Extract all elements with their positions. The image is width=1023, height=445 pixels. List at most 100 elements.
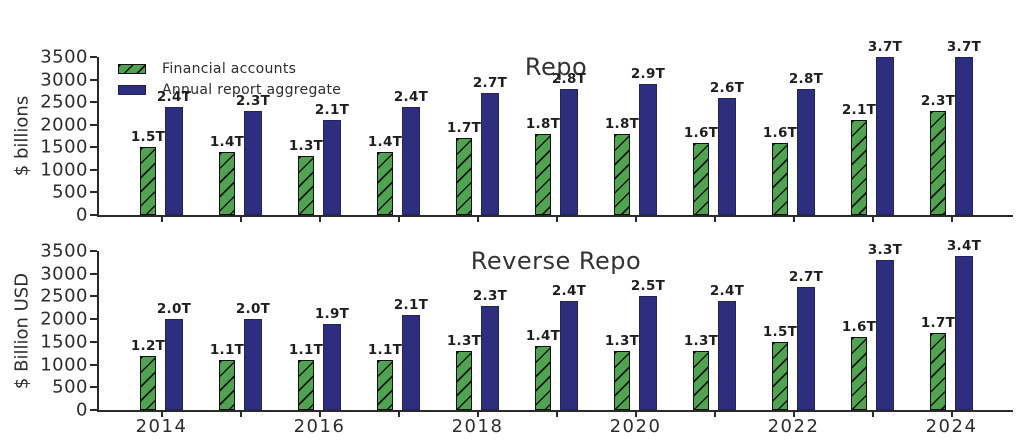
bar-value-label: 1.4T bbox=[209, 133, 245, 150]
y-tick-label: 2500 bbox=[40, 285, 88, 307]
bar-group-2024: 1.7T 3.4T 2024 bbox=[921, 238, 981, 437]
bar-annual-report-2017: 2.4T bbox=[394, 89, 428, 215]
bar-financial-accounts-2019: 1.4T bbox=[526, 328, 560, 410]
bar-value-label: 2.3T bbox=[235, 93, 271, 110]
bar-value-label: 1.1T bbox=[367, 342, 403, 359]
bar-value-label: 1.7T bbox=[920, 314, 956, 331]
legend-label-annual-report: Annual report aggregate bbox=[162, 82, 342, 98]
bar-financial-accounts-2018: 1.3T bbox=[447, 333, 481, 410]
y-tick-mark bbox=[90, 168, 97, 171]
bar-value-label: 1.3T bbox=[288, 138, 324, 155]
bar-financial-accounts-2014: 1.2T bbox=[131, 338, 165, 410]
x-tick-mark bbox=[871, 412, 874, 417]
bar-group-2019: 1.4T 2.4T bbox=[526, 251, 586, 417]
bar-value-label: 2.0T bbox=[235, 301, 271, 318]
bar-value-label: 1.1T bbox=[288, 342, 324, 359]
y-tick-label: 1500 bbox=[40, 136, 88, 158]
x-tick-mark bbox=[397, 412, 400, 417]
y-tick-label: 1000 bbox=[40, 354, 88, 376]
repo-y-axis-title: $ billions bbox=[11, 95, 33, 177]
bar-value-label: 2.6T bbox=[709, 79, 745, 96]
x-tick-label-2020: 2020 bbox=[609, 416, 662, 437]
y-tick-label: 3500 bbox=[40, 240, 88, 262]
bar-value-label: 2.8T bbox=[551, 70, 587, 87]
bar-group-2021: 1.6T 2.6T bbox=[684, 57, 744, 222]
x-tick-mark bbox=[792, 217, 795, 222]
x-tick-label-2022: 2022 bbox=[767, 416, 820, 437]
bar-financial-accounts-2019: 1.8T bbox=[526, 116, 560, 215]
bar-value-label: 1.5T bbox=[130, 129, 166, 146]
reverse-repo-y-axis-title: $ Billion USD bbox=[11, 272, 33, 390]
bar-financial-accounts-2024: 2.3T bbox=[921, 93, 955, 215]
bar-annual-report-2023: 3.3T bbox=[868, 242, 902, 410]
bar-value-label: 2.4T bbox=[156, 88, 192, 105]
y-tick-label: 500 bbox=[52, 181, 88, 203]
bar-annual-report-2018: 2.3T bbox=[473, 288, 507, 410]
bar-group-2015: 1.1T 2.0T bbox=[210, 251, 270, 417]
bar-annual-report-2015: 2.3T bbox=[236, 93, 270, 215]
x-tick-mark bbox=[555, 217, 558, 222]
bar-value-label: 3.7T bbox=[946, 39, 982, 55]
bar-value-label: 2.8T bbox=[788, 70, 824, 87]
x-tick-mark bbox=[634, 217, 637, 222]
reverse-repo-bar-groups: 1.2T 2.0T 2014 1.1T 2.0T 1.1T 1.9T 2016 1.1T 2.1T… bbox=[131, 238, 981, 437]
bar-annual-report-2014: 2.0T bbox=[157, 301, 191, 410]
y-tick-mark bbox=[90, 191, 97, 194]
bar-annual-report-2019: 2.8T bbox=[552, 71, 586, 215]
y-tick-mark bbox=[90, 123, 97, 126]
bar-value-label: 2.3T bbox=[472, 287, 508, 304]
y-tick-mark bbox=[90, 363, 97, 366]
y-tick-mark bbox=[90, 409, 97, 411]
bar-financial-accounts-2015: 1.4T bbox=[210, 134, 244, 215]
bar-value-label: 2.1T bbox=[314, 102, 350, 119]
x-tick-label-2014: 2014 bbox=[135, 416, 188, 437]
bar-group-2016: 1.1T 1.9T 2016 bbox=[289, 251, 349, 437]
y-tick-mark bbox=[90, 146, 97, 149]
bar-value-label: 3.4T bbox=[946, 237, 982, 254]
y-tick-mark bbox=[90, 214, 97, 216]
x-tick-mark bbox=[871, 217, 874, 222]
x-tick-mark bbox=[634, 412, 637, 417]
x-tick-label-2016: 2016 bbox=[293, 416, 346, 437]
x-tick-mark bbox=[950, 412, 953, 417]
bar-value-label: 1.4T bbox=[367, 133, 403, 150]
x-tick-mark bbox=[239, 412, 242, 417]
legend-item-annual-report: Annual report aggregate bbox=[118, 82, 341, 98]
bar-annual-report-2023: 3.7T bbox=[868, 39, 902, 215]
bar-annual-report-2015: 2.0T bbox=[236, 301, 270, 410]
bar-group-2019: 1.8T 2.8T bbox=[526, 57, 586, 222]
bar-value-label: 1.8T bbox=[525, 115, 561, 132]
y-tick-label: 3500 bbox=[40, 46, 88, 68]
bar-annual-report-2022: 2.8T bbox=[789, 71, 823, 215]
bar-group-2023: 1.6T 3.3T bbox=[842, 242, 902, 417]
legend-label-financial-accounts: Financial accounts bbox=[162, 61, 297, 77]
bar-value-label: 1.1T bbox=[209, 342, 245, 359]
y-tick-mark bbox=[90, 101, 97, 104]
bar-annual-report-2019: 2.4T bbox=[552, 283, 586, 410]
y-tick-label: 2500 bbox=[40, 91, 88, 113]
bar-value-label: 1.3T bbox=[446, 332, 482, 349]
bar-group-2020: 1.3T 2.5T 2020 bbox=[605, 251, 665, 437]
bar-annual-report-2020: 2.9T bbox=[631, 66, 665, 215]
bar-value-label: 2.1T bbox=[393, 296, 429, 313]
bar-annual-report-2021: 2.4T bbox=[710, 283, 744, 410]
bar-value-label: 2.7T bbox=[472, 75, 508, 92]
bar-value-label: 1.3T bbox=[683, 332, 719, 349]
bar-group-2022: 1.6T 2.8T bbox=[763, 57, 823, 222]
bar-group-2014: 1.2T 2.0T 2014 bbox=[131, 251, 191, 437]
x-tick-mark bbox=[950, 217, 953, 222]
bar-annual-report-2016: 2.1T bbox=[315, 102, 349, 215]
x-tick-label-2018: 2018 bbox=[451, 416, 504, 437]
bar-annual-report-2018: 2.7T bbox=[473, 75, 507, 215]
x-tick-mark bbox=[239, 217, 242, 222]
bar-group-2017: 1.1T 2.1T bbox=[368, 251, 428, 417]
y-tick-mark bbox=[90, 78, 97, 81]
x-tick-mark bbox=[555, 412, 558, 417]
bar-value-label: 1.7T bbox=[446, 120, 482, 137]
legend-item-financial-accounts: Financial accounts bbox=[118, 61, 341, 77]
bar-financial-accounts-2018: 1.7T bbox=[447, 120, 481, 215]
bar-value-label: 1.9T bbox=[314, 305, 350, 322]
y-tick-mark bbox=[90, 250, 97, 252]
bar-value-label: 2.3T bbox=[920, 93, 956, 110]
